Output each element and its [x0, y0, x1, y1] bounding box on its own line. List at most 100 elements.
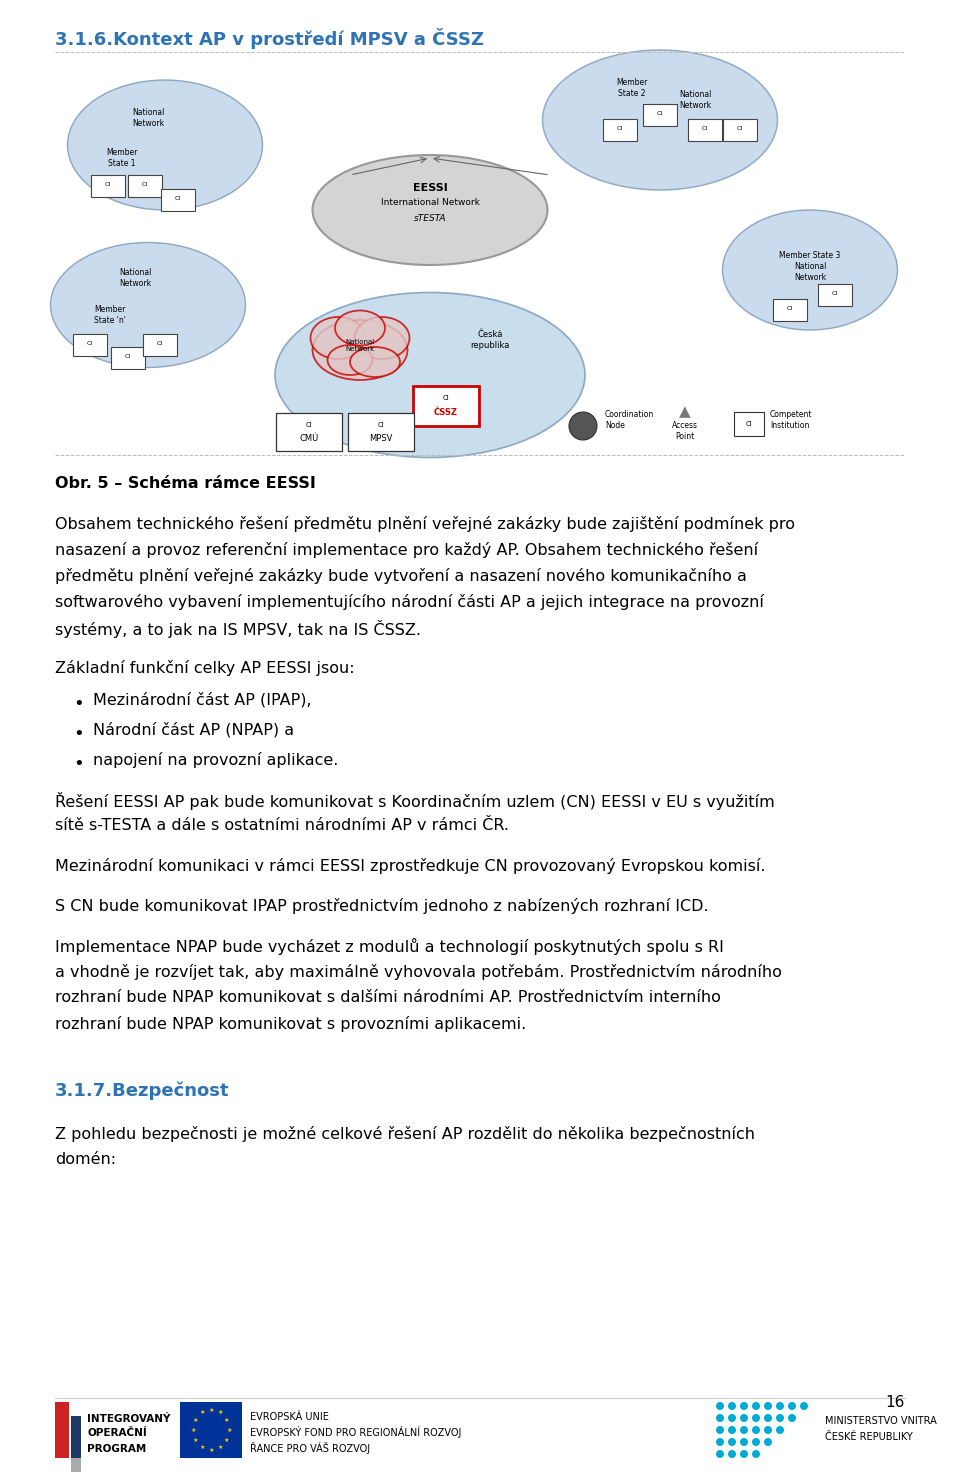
Text: předmětu plnění veřejné zakázky bude vytvoření a nasazení nového komunikačního a: předmětu plnění veřejné zakázky bude vyt…: [55, 567, 747, 584]
Text: INTEGROVANÝ: INTEGROVANÝ: [87, 1414, 170, 1424]
Text: EESSI: EESSI: [413, 183, 447, 193]
FancyBboxPatch shape: [180, 1402, 242, 1458]
Circle shape: [764, 1425, 772, 1434]
FancyBboxPatch shape: [413, 386, 479, 426]
Ellipse shape: [542, 50, 778, 190]
FancyBboxPatch shape: [55, 1402, 69, 1458]
Circle shape: [716, 1450, 724, 1458]
Text: ★: ★: [227, 1427, 231, 1433]
Ellipse shape: [354, 317, 410, 360]
Ellipse shape: [313, 155, 547, 265]
Circle shape: [740, 1425, 748, 1434]
Text: ★: ★: [193, 1418, 198, 1422]
Text: EVROPSKÝ FOND PRO REGIONÁLNÍ ROZVOJ: EVROPSKÝ FOND PRO REGIONÁLNÍ ROZVOJ: [250, 1425, 462, 1439]
Ellipse shape: [275, 292, 585, 457]
Text: National
Network: National Network: [346, 339, 374, 351]
FancyBboxPatch shape: [143, 335, 177, 357]
Ellipse shape: [723, 209, 898, 330]
FancyBboxPatch shape: [723, 119, 757, 142]
Circle shape: [764, 1439, 772, 1446]
Text: Mezinárodní část AP (IPAP),: Mezinárodní část AP (IPAP),: [93, 691, 312, 708]
Text: CI: CI: [657, 111, 663, 115]
Text: S CN bude komunikovat IPAP prostřednictvím jednoho z nabízených rozhraní ICD.: S CN bude komunikovat IPAP prostřednictv…: [55, 898, 708, 914]
Text: rozhraní bude NPAP komunikovat s provozními aplikacemi.: rozhraní bude NPAP komunikovat s provozn…: [55, 1016, 526, 1032]
Text: Obsahem technického řešení předmětu plnění veřejné zakázky bude zajištění podmín: Obsahem technického řešení předmětu plně…: [55, 516, 795, 532]
FancyBboxPatch shape: [71, 1458, 81, 1473]
FancyBboxPatch shape: [818, 284, 852, 307]
Text: CI: CI: [105, 181, 111, 187]
Circle shape: [728, 1402, 736, 1411]
Text: Member State 3: Member State 3: [780, 251, 841, 259]
Text: sTESTA: sTESTA: [414, 214, 446, 223]
Text: CI: CI: [832, 290, 838, 295]
Ellipse shape: [51, 243, 246, 367]
Text: 3.1.7.Bezpečnost: 3.1.7.Bezpečnost: [55, 1082, 229, 1101]
FancyBboxPatch shape: [71, 1417, 81, 1458]
Text: ★: ★: [217, 1411, 223, 1415]
Text: ŘANCE PRO VÁŠ ROZVOJ: ŘANCE PRO VÁŠ ROZVOJ: [250, 1442, 371, 1453]
Text: ★: ★: [208, 1408, 214, 1412]
Text: Access
Point: Access Point: [672, 422, 698, 441]
Circle shape: [716, 1425, 724, 1434]
Text: CI: CI: [443, 395, 449, 401]
Text: •: •: [73, 725, 84, 743]
Text: EVROPSKÁ UNIE: EVROPSKÁ UNIE: [250, 1412, 329, 1422]
Text: ČESKÉ REPUBLIKY: ČESKÉ REPUBLIKY: [825, 1433, 913, 1442]
Text: systémy, a to jak na IS MPSV, tak na IS ČSSZ.: systémy, a to jak na IS MPSV, tak na IS …: [55, 621, 421, 638]
Text: Řešení EESSI AP pak bude komunikovat s Koordinačním uzlem (CN) EESSI v EU s využ: Řešení EESSI AP pak bude komunikovat s K…: [55, 792, 775, 811]
Text: CI: CI: [305, 422, 312, 427]
Circle shape: [776, 1414, 784, 1422]
FancyBboxPatch shape: [73, 335, 107, 357]
Text: CI: CI: [377, 422, 384, 427]
Circle shape: [740, 1402, 748, 1411]
Text: Obr. 5 – Schéma rámce EESSI: Obr. 5 – Schéma rámce EESSI: [55, 476, 316, 491]
Text: a vhodně je rozvíjet tak, aby maximálně vyhovovala potřebám. Prostřednictvím nár: a vhodně je rozvíjet tak, aby maximálně …: [55, 964, 781, 980]
Text: ★: ★: [199, 1411, 204, 1415]
Circle shape: [752, 1425, 760, 1434]
Text: International Network: International Network: [380, 198, 479, 206]
Text: CI: CI: [86, 340, 93, 345]
Circle shape: [740, 1450, 748, 1458]
Text: National
Network: National Network: [132, 108, 164, 128]
Text: OPERAČNÍ: OPERAČNÍ: [87, 1428, 147, 1439]
Text: Z pohledu bezpečnosti je možné celkové řešení AP rozdělit do několika bezpečnost: Z pohledu bezpečnosti je možné celkové ř…: [55, 1126, 755, 1142]
Text: 3.1.6.Kontext AP v prostředí MPSV a ČSSZ: 3.1.6.Kontext AP v prostředí MPSV a ČSSZ: [55, 28, 484, 49]
Circle shape: [752, 1414, 760, 1422]
FancyBboxPatch shape: [734, 413, 764, 436]
Text: ★: ★: [193, 1437, 198, 1443]
Text: ▲: ▲: [679, 404, 691, 420]
Text: National
Network: National Network: [794, 262, 827, 282]
FancyBboxPatch shape: [161, 189, 195, 211]
Circle shape: [788, 1414, 796, 1422]
FancyBboxPatch shape: [688, 119, 722, 142]
Text: CI: CI: [737, 125, 743, 131]
Circle shape: [752, 1402, 760, 1411]
Text: Mezinárodní komunikaci v rámci EESSI zprostředkuje CN provozovaný Evropskou komi: Mezinárodní komunikaci v rámci EESSI zpr…: [55, 858, 765, 874]
Text: domén:: domén:: [55, 1153, 116, 1167]
Circle shape: [752, 1450, 760, 1458]
Circle shape: [776, 1425, 784, 1434]
FancyBboxPatch shape: [603, 119, 637, 142]
Text: ★: ★: [224, 1418, 229, 1422]
FancyBboxPatch shape: [111, 346, 145, 368]
Ellipse shape: [335, 311, 385, 345]
Circle shape: [728, 1450, 736, 1458]
Circle shape: [776, 1402, 784, 1411]
Text: CI: CI: [617, 125, 623, 131]
Circle shape: [740, 1439, 748, 1446]
Text: PROGRAM: PROGRAM: [87, 1445, 146, 1453]
Text: Member
State 1: Member State 1: [107, 149, 137, 168]
Circle shape: [716, 1414, 724, 1422]
Text: Implementace NPAP bude vycházet z modulů a technologií poskytnutých spolu s RI: Implementace NPAP bude vycházet z modulů…: [55, 937, 724, 955]
Text: CMÚ: CMÚ: [300, 433, 319, 442]
Text: •: •: [73, 755, 84, 772]
Text: CI: CI: [125, 354, 132, 358]
Circle shape: [764, 1414, 772, 1422]
Circle shape: [752, 1439, 760, 1446]
Text: ČSSZ: ČSSZ: [434, 407, 458, 417]
Circle shape: [764, 1402, 772, 1411]
Text: Member
State 'n': Member State 'n': [94, 305, 126, 324]
Text: ★: ★: [217, 1445, 223, 1450]
Text: Competent
Institution: Competent Institution: [770, 410, 812, 430]
Text: Česká
republika: Česká republika: [470, 330, 510, 349]
